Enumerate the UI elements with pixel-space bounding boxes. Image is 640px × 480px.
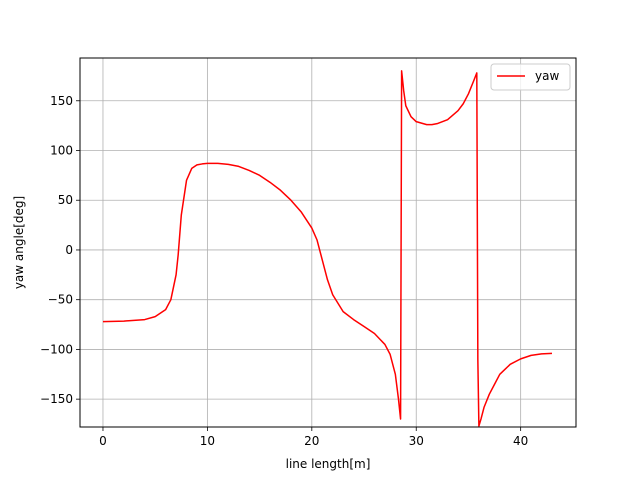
x-tick-label: 30	[409, 434, 424, 448]
series-layer	[102, 70, 553, 427]
y-tick-label: 150	[50, 94, 73, 108]
y-gridlines	[80, 100, 576, 400]
y-axis-ticks: −150 −100 −50 0 50 100 150	[40, 94, 80, 406]
legend-box	[490, 63, 571, 91]
x-axis-ticks: 0 10 20 30 40	[99, 427, 528, 448]
legend-label-yaw: yaw	[535, 69, 559, 83]
y-tick-label: −100	[40, 342, 73, 356]
series-line-yaw	[102, 70, 553, 427]
y-tick-label: 0	[65, 243, 73, 257]
x-tick-label: 20	[304, 434, 319, 448]
x-tick-label: 0	[99, 434, 107, 448]
y-tick-label: 50	[58, 193, 73, 207]
x-gridlines	[102, 58, 522, 427]
x-tick-label: 10	[200, 434, 215, 448]
legend: yaw	[490, 63, 571, 91]
y-tick-label: −50	[48, 293, 73, 307]
plot-frame	[79, 57, 577, 428]
y-axis-label: yaw angle[deg]	[12, 196, 26, 289]
y-tick-label: 100	[50, 143, 73, 157]
x-tick-label: 40	[513, 434, 528, 448]
x-axis-label: line length[m]	[286, 457, 371, 471]
y-tick-label: −150	[40, 392, 73, 406]
plot-area	[80, 58, 576, 427]
